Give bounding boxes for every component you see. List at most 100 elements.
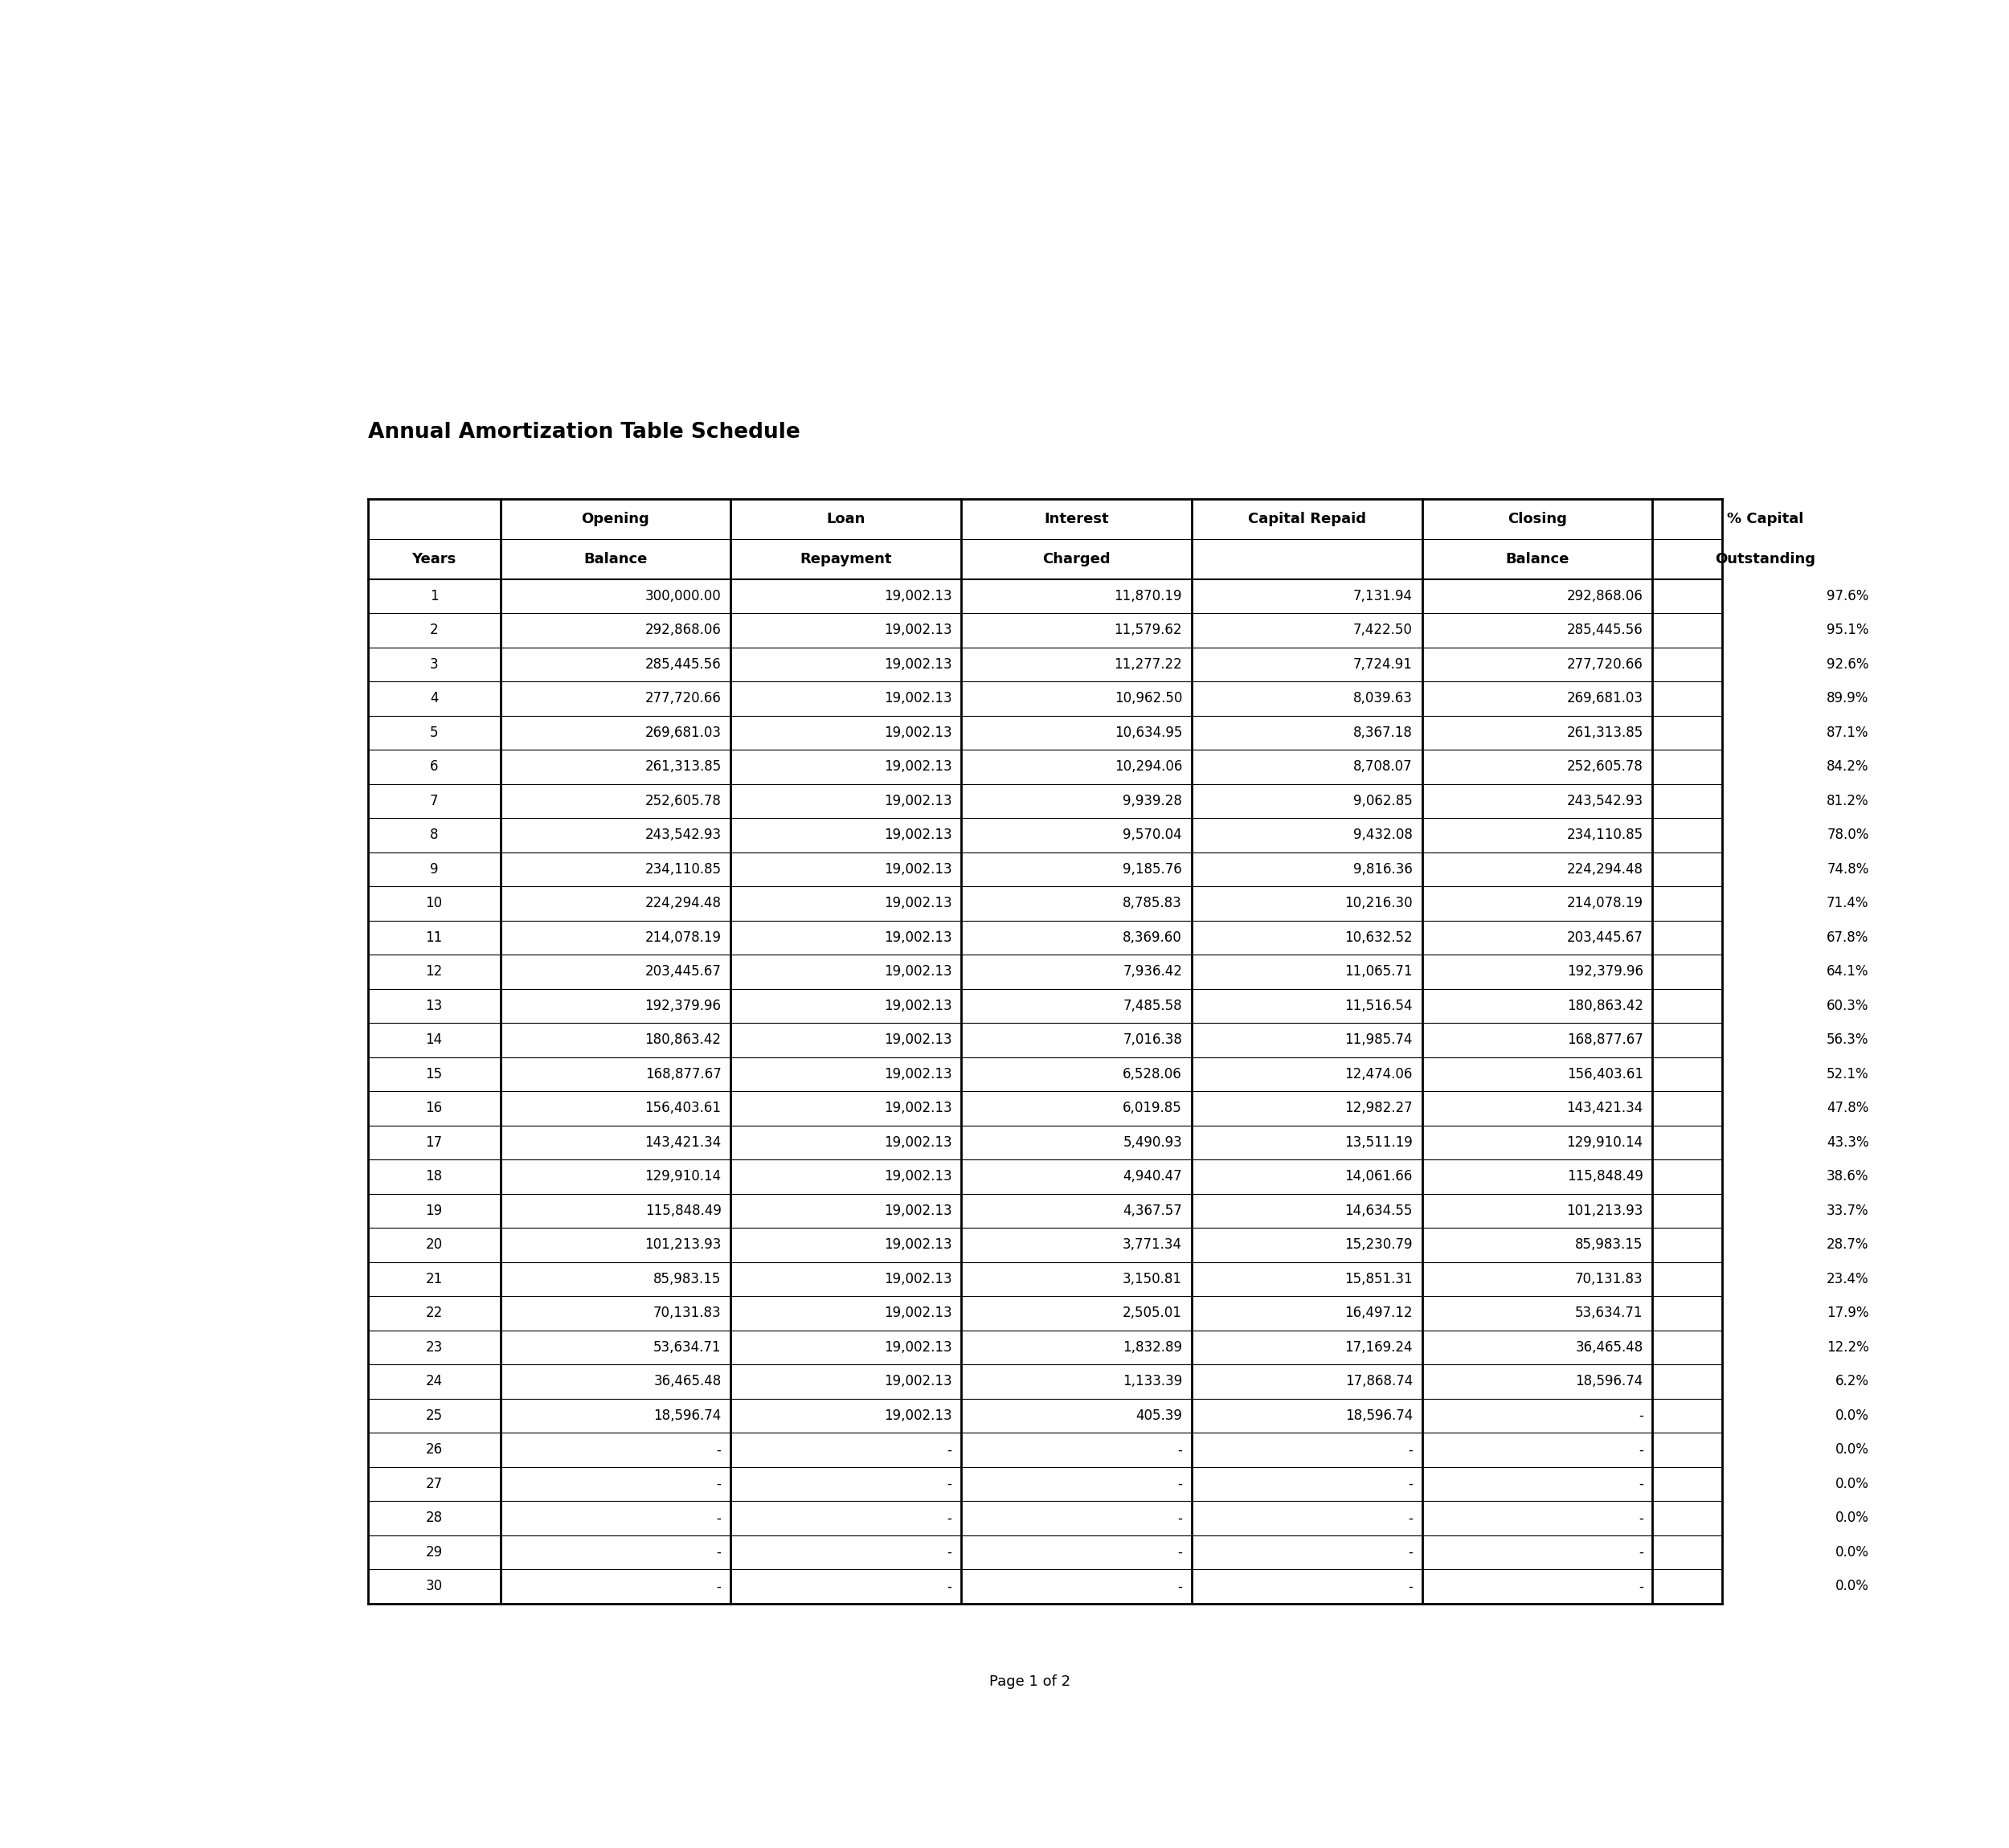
Text: 95.1%: 95.1%	[1826, 623, 1868, 638]
Text: 234,110.85: 234,110.85	[645, 861, 721, 876]
Text: 36,465.48: 36,465.48	[653, 1375, 721, 1388]
Text: Annual Amortization Table Schedule: Annual Amortization Table Schedule	[368, 421, 800, 442]
Text: 300,000.00: 300,000.00	[645, 590, 721, 602]
Text: 60.3%: 60.3%	[1826, 998, 1868, 1013]
Text: 243,542.93: 243,542.93	[645, 828, 721, 843]
Text: -: -	[1177, 1512, 1181, 1525]
Text: 8,039.63: 8,039.63	[1354, 691, 1412, 706]
Text: -: -	[1177, 1477, 1181, 1491]
Text: 19,002.13: 19,002.13	[884, 965, 952, 979]
Text: 21: 21	[426, 1271, 442, 1286]
Text: 74.8%: 74.8%	[1826, 861, 1868, 876]
Text: 85,983.15: 85,983.15	[1575, 1238, 1643, 1253]
Text: 33.7%: 33.7%	[1826, 1203, 1868, 1218]
Text: 19,002.13: 19,002.13	[884, 998, 952, 1013]
Text: -: -	[946, 1443, 952, 1456]
Text: 10,632.52: 10,632.52	[1344, 930, 1412, 944]
Text: 19,002.13: 19,002.13	[884, 623, 952, 638]
Text: 17.9%: 17.9%	[1826, 1307, 1868, 1321]
Text: 0.0%: 0.0%	[1834, 1580, 1868, 1593]
Text: 252,605.78: 252,605.78	[1567, 760, 1643, 774]
Text: 405.39: 405.39	[1135, 1408, 1181, 1423]
Text: 52.1%: 52.1%	[1826, 1066, 1868, 1081]
Text: 243,542.93: 243,542.93	[1567, 793, 1643, 808]
Text: 101,213.93: 101,213.93	[1567, 1203, 1643, 1218]
Text: 12,982.27: 12,982.27	[1344, 1101, 1412, 1116]
Text: -: -	[946, 1545, 952, 1560]
Text: 22: 22	[426, 1307, 442, 1321]
Text: 10: 10	[426, 896, 442, 911]
Text: 0.0%: 0.0%	[1834, 1477, 1868, 1491]
Text: 11: 11	[426, 930, 442, 944]
Text: 9,185.76: 9,185.76	[1123, 861, 1181, 876]
Text: -: -	[1639, 1477, 1643, 1491]
Text: Balance: Balance	[583, 553, 647, 565]
Text: -: -	[946, 1512, 952, 1525]
Text: 4,940.47: 4,940.47	[1123, 1170, 1181, 1185]
Text: 14,634.55: 14,634.55	[1344, 1203, 1412, 1218]
Text: 14: 14	[426, 1033, 442, 1048]
Text: 19: 19	[426, 1203, 442, 1218]
Text: 17,169.24: 17,169.24	[1344, 1340, 1412, 1355]
Text: 7: 7	[430, 793, 438, 808]
Text: 19,002.13: 19,002.13	[884, 793, 952, 808]
Text: -: -	[1408, 1580, 1412, 1593]
Text: -: -	[717, 1512, 721, 1525]
Text: 18: 18	[426, 1170, 442, 1185]
Text: 17,868.74: 17,868.74	[1344, 1375, 1412, 1388]
Text: 12,474.06: 12,474.06	[1344, 1066, 1412, 1081]
Text: 15,851.31: 15,851.31	[1344, 1271, 1412, 1286]
Text: Capital Repaid: Capital Repaid	[1248, 512, 1366, 527]
Text: 7,936.42: 7,936.42	[1123, 965, 1181, 979]
Text: 19,002.13: 19,002.13	[884, 1203, 952, 1218]
Text: 285,445.56: 285,445.56	[1567, 623, 1643, 638]
Text: 23: 23	[426, 1340, 442, 1355]
Text: 143,421.34: 143,421.34	[645, 1135, 721, 1149]
Text: 87.1%: 87.1%	[1826, 726, 1868, 739]
Text: 192,379.96: 192,379.96	[645, 998, 721, 1013]
Text: 23.4%: 23.4%	[1826, 1271, 1868, 1286]
Text: 1: 1	[430, 590, 438, 602]
Text: 10,962.50: 10,962.50	[1115, 691, 1181, 706]
Text: 78.0%: 78.0%	[1826, 828, 1868, 843]
Text: 19,002.13: 19,002.13	[884, 1033, 952, 1048]
Text: 292,868.06: 292,868.06	[645, 623, 721, 638]
Text: 6: 6	[430, 760, 438, 774]
Text: Closing: Closing	[1507, 512, 1567, 527]
Text: 6,528.06: 6,528.06	[1123, 1066, 1181, 1081]
Text: -: -	[1177, 1443, 1181, 1456]
Text: 70,131.83: 70,131.83	[1575, 1271, 1643, 1286]
Text: -: -	[717, 1443, 721, 1456]
Text: 38.6%: 38.6%	[1826, 1170, 1868, 1185]
Text: 292,868.06: 292,868.06	[1567, 590, 1643, 602]
Text: 11,065.71: 11,065.71	[1344, 965, 1412, 979]
Text: 3,771.34: 3,771.34	[1123, 1238, 1181, 1253]
Text: 168,877.67: 168,877.67	[1567, 1033, 1643, 1048]
Text: 129,910.14: 129,910.14	[645, 1170, 721, 1185]
Text: 156,403.61: 156,403.61	[1567, 1066, 1643, 1081]
Text: 224,294.48: 224,294.48	[1567, 861, 1643, 876]
Text: 7,131.94: 7,131.94	[1354, 590, 1412, 602]
Text: 14,061.66: 14,061.66	[1344, 1170, 1412, 1185]
Text: 156,403.61: 156,403.61	[645, 1101, 721, 1116]
Text: 5: 5	[430, 726, 438, 739]
Text: 71.4%: 71.4%	[1826, 896, 1868, 911]
Text: Charged: Charged	[1043, 553, 1111, 565]
Text: 13: 13	[426, 998, 442, 1013]
Text: 84.2%: 84.2%	[1826, 760, 1868, 774]
Text: 277,720.66: 277,720.66	[1567, 658, 1643, 671]
Text: Loan: Loan	[826, 512, 866, 527]
Text: 4,367.57: 4,367.57	[1123, 1203, 1181, 1218]
Text: -: -	[717, 1477, 721, 1491]
Text: 11,579.62: 11,579.62	[1115, 623, 1181, 638]
Text: 19,002.13: 19,002.13	[884, 828, 952, 843]
Text: 18,596.74: 18,596.74	[653, 1408, 721, 1423]
Text: 8,708.07: 8,708.07	[1354, 760, 1412, 774]
Text: 19,002.13: 19,002.13	[884, 930, 952, 944]
Text: -: -	[1639, 1545, 1643, 1560]
Text: -: -	[1639, 1443, 1643, 1456]
Text: -: -	[1177, 1580, 1181, 1593]
Text: 19,002.13: 19,002.13	[884, 1101, 952, 1116]
Text: 9,939.28: 9,939.28	[1123, 793, 1181, 808]
Text: 269,681.03: 269,681.03	[645, 726, 721, 739]
